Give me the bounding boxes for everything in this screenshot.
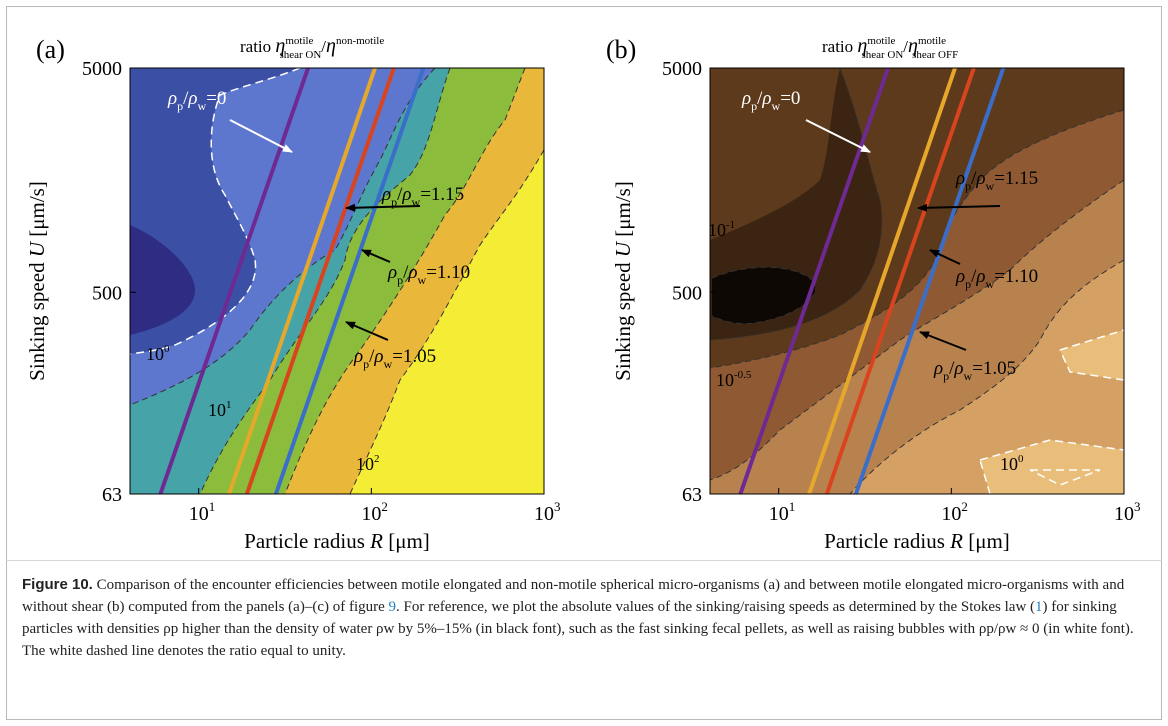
caption-text-3: for sinking particles with densities ρp … [22, 599, 1134, 659]
caption-ref-figure[interactable]: 9 [388, 599, 397, 615]
contour-a-100 [349, 149, 544, 494]
y-tick-label-b-2: 63 [682, 484, 702, 506]
contour-b-2 [710, 179, 1124, 481]
series-line-a-0 [158, 68, 310, 494]
caption-ref-eq-open: ( [1030, 599, 1036, 615]
arrow-a-ratio-115 [345, 203, 421, 212]
panel-a-contours [130, 68, 544, 494]
x-tick-label-b-0: 101 [769, 499, 796, 525]
panel-b: (b) ratio ηmotile shear ON/ηmotile shear O… [606, 35, 1141, 553]
caption-divider [6, 560, 1162, 561]
label-a-ratio-0: ρp/ρw=0 [167, 88, 226, 113]
contour-b-1 [849, 259, 1124, 494]
series-line-a-2 [244, 68, 396, 494]
arrow-a-ratio-105 [345, 321, 389, 341]
panel-b-series-lines [738, 68, 1006, 494]
caption-ref-eq-close: ) [1042, 599, 1048, 615]
arrow-a-ratio-110 [361, 249, 391, 263]
y-tick-label-a-1: 500 [92, 282, 122, 304]
label-a-ratio-105: ρp/ρw=1.05 [353, 346, 436, 371]
contour-label-a-0: 100 [146, 343, 170, 364]
y-tick-label-a-0: 5000 [82, 58, 122, 80]
series-line-a-1 [227, 68, 377, 494]
label-b-ratio-115: ρp/ρw=1.15 [955, 168, 1038, 193]
contour-label-b-0: 10-1 [708, 219, 735, 240]
contour-a-unity [130, 68, 301, 355]
panel-b-ylabel: Sinking speed U [μm/s] [611, 181, 635, 381]
label-b-ratio-0: ρp/ρw=0 [741, 88, 800, 113]
x-tick-label-a-0: 101 [189, 499, 216, 525]
contour-label-a-2: 102 [356, 453, 380, 474]
contour-a-10 [199, 68, 451, 494]
arrow-b-ratio-105 [919, 331, 967, 351]
panel-a-label: (a) [36, 35, 65, 64]
arrow-a-ratio-0 [229, 119, 293, 153]
caption-ref-equation[interactable]: 1 [1035, 599, 1043, 615]
contour-b-unity-3 [1029, 469, 1101, 486]
caption-text-1: Comparison of the encounter efficiencies… [22, 577, 1125, 615]
caption-label: Figure 10. [22, 576, 93, 593]
panel-b-axes-box [709, 67, 1125, 495]
contour-b-unity-1 [1059, 329, 1124, 381]
label-a-ratio-110: ρp/ρw=1.10 [387, 262, 470, 287]
panel-b-xlabel: Particle radius R [μm] [824, 529, 1010, 553]
region-b-darkest [712, 267, 816, 324]
contour-a-30 [284, 68, 526, 494]
figure-panels: (a) ratio ηmotile shear ON/ηnon-motile 10… [25, 35, 1141, 553]
panel-a-axes-box [129, 67, 545, 495]
panel-a-title: ratio ηmotile shear ON/ηnon-motile [240, 35, 384, 61]
figure-caption: Figure 10. Comparison of the encounter e… [22, 574, 1142, 662]
panel-a-series-lines [158, 68, 426, 494]
panel-b-axes: 101 102 103 5000 500 63 [662, 58, 1141, 525]
arrow-b-ratio-115 [917, 203, 1001, 212]
contour-a-3 [130, 68, 436, 406]
y-tick-label-b-1: 500 [672, 282, 702, 304]
y-tick-label-b-0: 5000 [662, 58, 702, 80]
region-b-unity-2 [980, 440, 1124, 494]
contour-b-5 [711, 266, 817, 325]
contour-label-b-1: 10-0.5 [716, 369, 752, 390]
arrow-b-ratio-0 [805, 119, 871, 153]
x-tick-label-a-1: 102 [361, 499, 388, 525]
panel-a-xlabel: Particle radius R [μm] [244, 529, 430, 553]
y-tick-label-a-2: 63 [102, 484, 122, 506]
contour-label-b-2: 100 [1000, 453, 1024, 474]
contour-label-a-1: 101 [208, 399, 232, 420]
arrow-b-ratio-110 [929, 249, 961, 265]
series-line-a-3 [274, 68, 426, 494]
contour-b-unity-2 [979, 439, 1124, 494]
x-tick-label-a-2: 103 [534, 499, 561, 525]
figure-frame [6, 6, 1162, 720]
label-a-ratio-115: ρp/ρw=1.15 [381, 184, 464, 209]
series-line-b-2 [824, 68, 976, 494]
panel-b-contours [710, 68, 1124, 494]
series-line-b-1 [807, 68, 957, 494]
label-b-ratio-110: ρp/ρw=1.10 [955, 266, 1038, 291]
caption-text-2: . For reference, we plot the absolute va… [396, 599, 1031, 615]
panel-b-title: ratio ηmotile shear ON/ηmotile shear OFF [822, 35, 958, 61]
panel-a-ylabel: Sinking speed U [μm/s] [25, 181, 49, 381]
panel-a-axes: 101 102 103 5000 500 63 [82, 58, 561, 525]
region-b-unity-1 [1060, 330, 1124, 380]
region-a-darkest [130, 225, 195, 335]
x-tick-label-b-1: 102 [941, 499, 968, 525]
x-tick-label-b-2: 103 [1114, 499, 1141, 525]
series-line-b-0 [738, 68, 890, 494]
panel-a: (a) ratio ηmotile shear ON/ηnon-motile 10… [25, 35, 561, 553]
panel-b-label: (b) [606, 35, 636, 64]
series-line-b-3 [854, 68, 1006, 494]
label-b-ratio-105: ρp/ρw=1.05 [933, 358, 1016, 383]
